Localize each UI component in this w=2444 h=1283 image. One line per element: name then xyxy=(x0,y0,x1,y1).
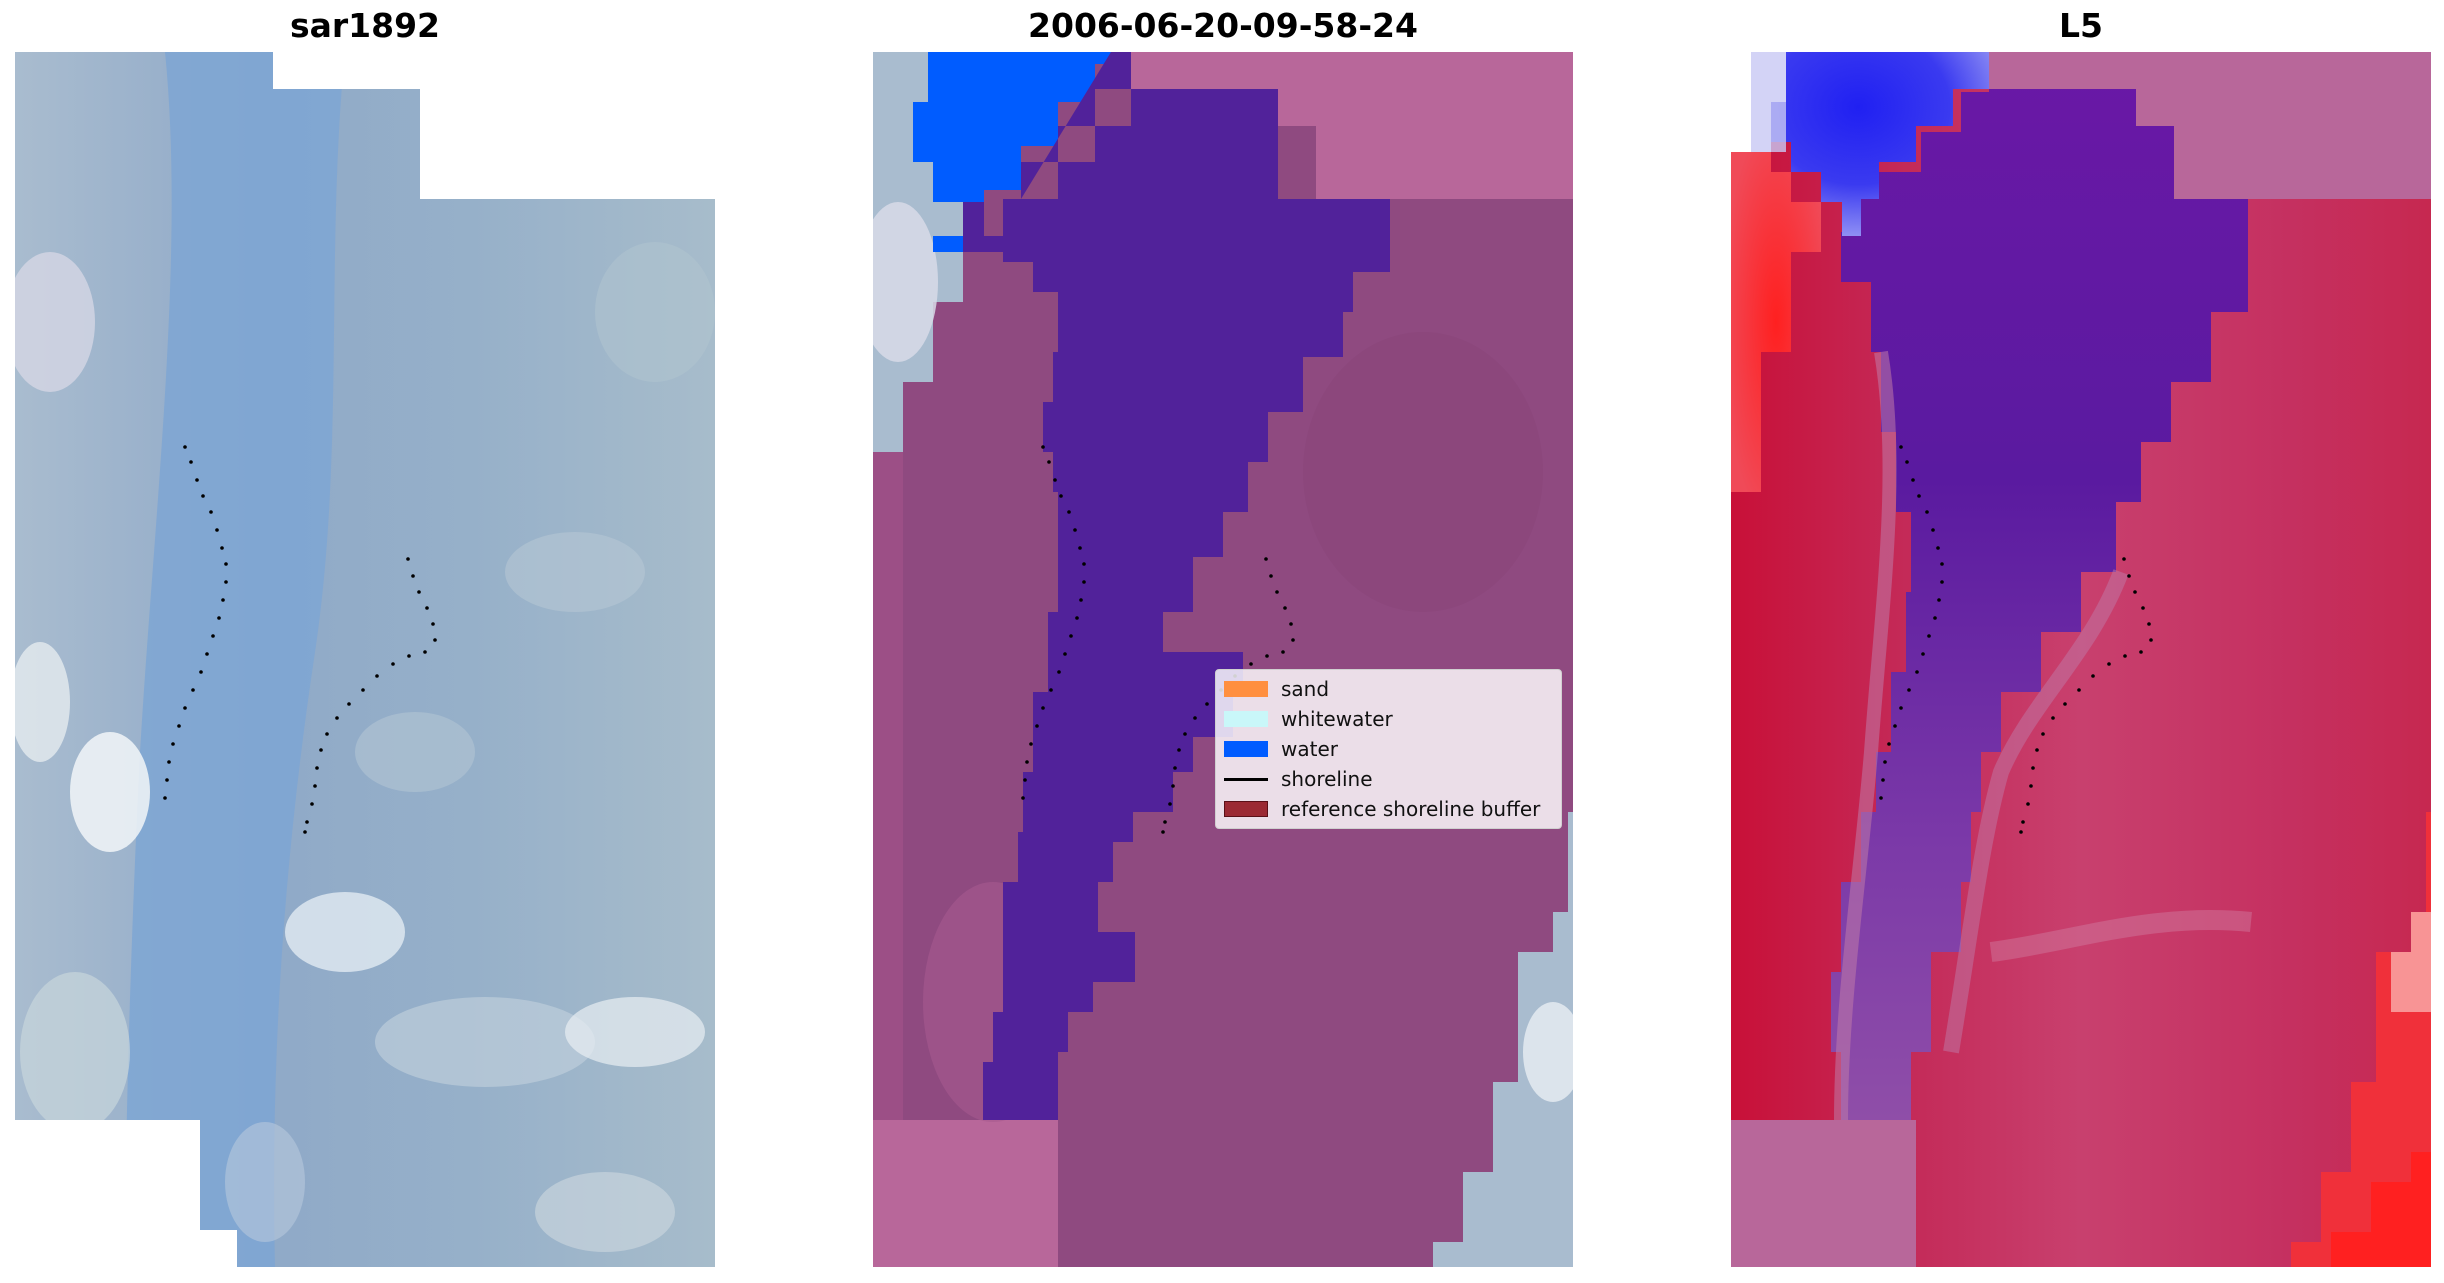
l5-image-panel xyxy=(1731,52,2431,1267)
panel-title-classified: 2006-06-20-09-58-24 xyxy=(1028,6,1418,45)
legend-label-sand: sand xyxy=(1281,677,1330,701)
legend-label-whitewater: whitewater xyxy=(1281,707,1393,731)
rgb-image xyxy=(15,52,715,1267)
legend-label-reference-buffer: reference shoreline buffer xyxy=(1281,797,1541,821)
legend-item-sand: sand xyxy=(1224,676,1329,702)
rgb-image-panel xyxy=(15,52,715,1267)
legend-swatch-whitewater xyxy=(1224,711,1268,727)
legend-item-reference-buffer: reference shoreline buffer xyxy=(1224,796,1540,822)
classified-image xyxy=(873,52,1573,1267)
classified-image-panel xyxy=(873,52,1573,1267)
legend-item-whitewater: whitewater xyxy=(1224,706,1393,732)
legend-label-water: water xyxy=(1281,737,1338,761)
legend-swatch-shoreline xyxy=(1224,777,1268,781)
legend: sand whitewater water shoreline referenc… xyxy=(1215,669,1562,829)
panel-title-index: L5 xyxy=(2059,6,2103,45)
shoreline-points-rgb xyxy=(163,445,437,834)
shoreline-points-l5 xyxy=(1879,445,2153,834)
legend-item-water: water xyxy=(1224,736,1338,762)
panel-title-rgb: sar1892 xyxy=(289,6,441,45)
legend-swatch-water xyxy=(1224,741,1268,757)
legend-swatch-sand xyxy=(1224,681,1268,697)
legend-item-shoreline: shoreline xyxy=(1224,766,1373,792)
shoreline-points-classified xyxy=(1021,445,1295,834)
legend-swatch-reference-buffer xyxy=(1224,801,1268,817)
l5-image xyxy=(1731,52,2431,1267)
legend-label-shoreline: shoreline xyxy=(1281,767,1373,791)
